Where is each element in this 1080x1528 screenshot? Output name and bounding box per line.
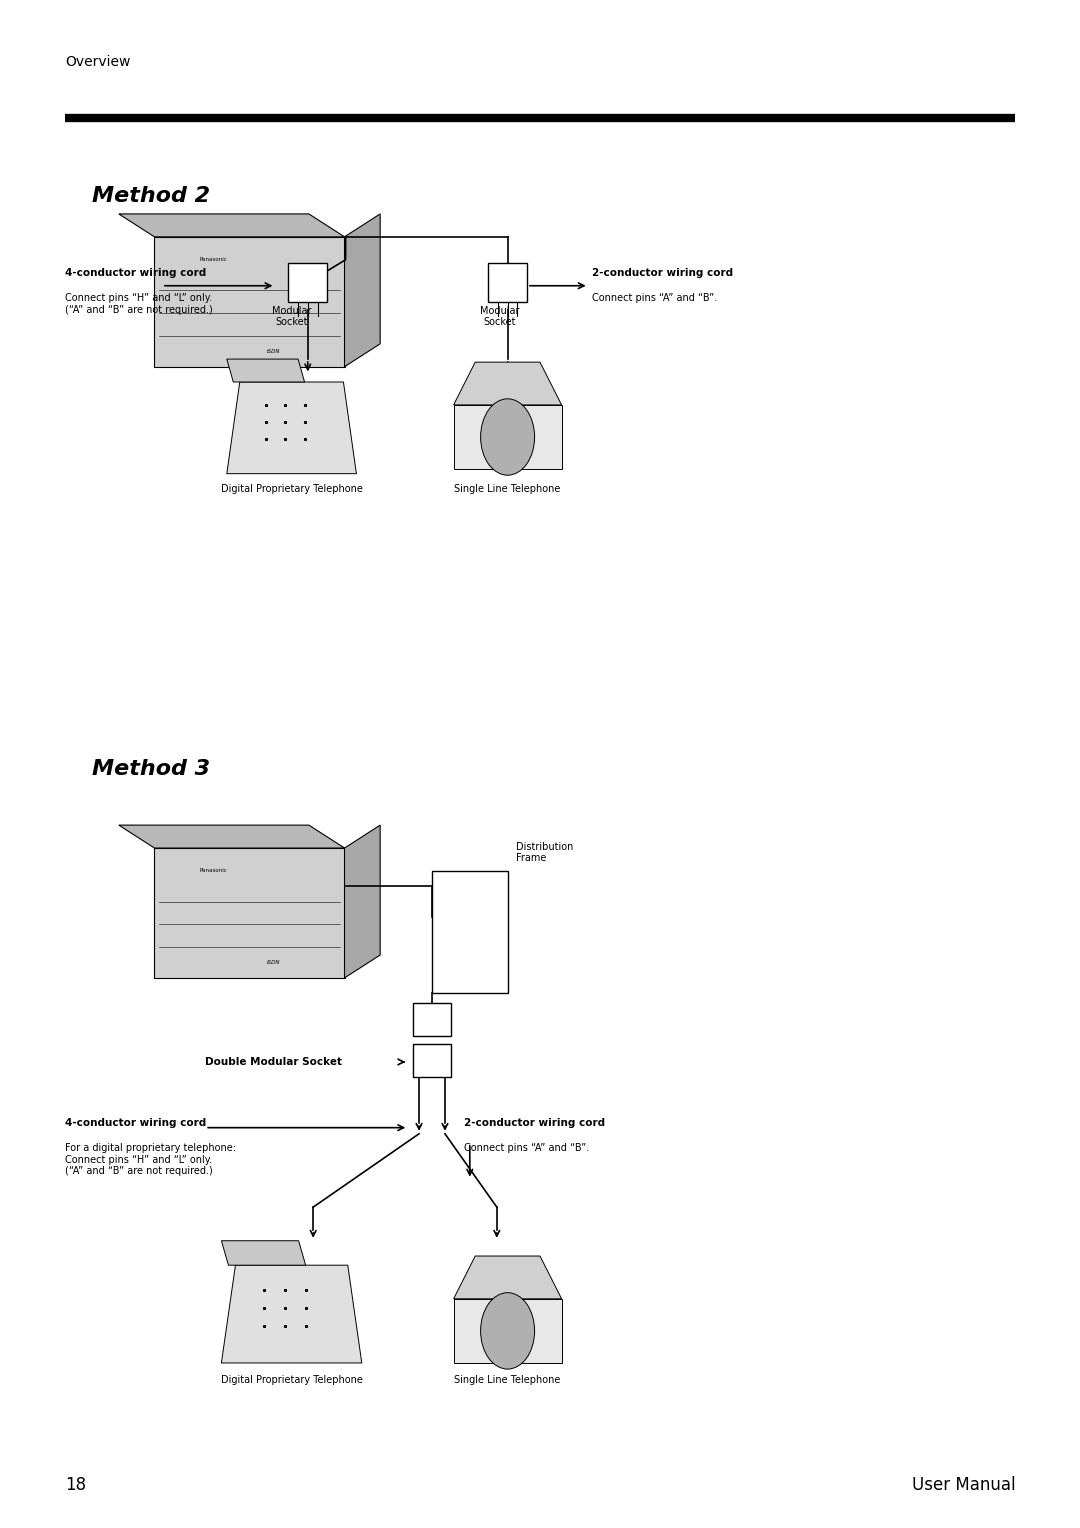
Text: Connect pins “A” and “B”.: Connect pins “A” and “B”. (464, 1143, 590, 1154)
Text: 2-conductor wiring cord: 2-conductor wiring cord (464, 1117, 606, 1128)
Text: ISDN: ISDN (267, 960, 280, 966)
Text: Digital Proprietary Telephone: Digital Proprietary Telephone (220, 1375, 363, 1386)
Text: Modular
Socket: Modular Socket (272, 306, 311, 327)
FancyBboxPatch shape (454, 1299, 562, 1363)
Circle shape (481, 399, 535, 475)
Text: Method 2: Method 2 (92, 186, 210, 206)
Text: Connect pins “A” and “B”.: Connect pins “A” and “B”. (592, 293, 717, 304)
Polygon shape (221, 1241, 306, 1265)
Polygon shape (345, 825, 380, 978)
FancyBboxPatch shape (413, 1002, 451, 1036)
Text: Digital Proprietary Telephone: Digital Proprietary Telephone (220, 484, 363, 495)
Text: Single Line Telephone: Single Line Telephone (455, 484, 561, 495)
Polygon shape (221, 1265, 362, 1363)
FancyBboxPatch shape (488, 263, 527, 303)
Polygon shape (345, 214, 380, 367)
Text: Single Line Telephone: Single Line Telephone (455, 1375, 561, 1386)
Text: User Manual: User Manual (912, 1476, 1015, 1494)
Text: Panasonic: Panasonic (200, 868, 228, 874)
Text: Method 3: Method 3 (92, 759, 210, 779)
Text: Modular
Socket: Modular Socket (481, 306, 519, 327)
Polygon shape (154, 848, 345, 978)
Text: Panasonic: Panasonic (200, 257, 228, 263)
Text: Double Modular Socket: Double Modular Socket (205, 1057, 342, 1067)
Polygon shape (227, 359, 305, 382)
Text: 2-conductor wiring cord: 2-conductor wiring cord (592, 267, 733, 278)
Text: 18: 18 (65, 1476, 86, 1494)
Polygon shape (454, 1256, 562, 1299)
FancyBboxPatch shape (454, 405, 562, 469)
Text: ISDN: ISDN (267, 348, 280, 354)
Polygon shape (119, 825, 345, 848)
Circle shape (481, 1293, 535, 1369)
Text: For a digital proprietary telephone:
Connect pins “H” and “L” only.
(“A” and “B”: For a digital proprietary telephone: Con… (65, 1143, 235, 1177)
Text: Distribution
Frame: Distribution Frame (516, 842, 573, 863)
FancyBboxPatch shape (432, 871, 508, 993)
FancyBboxPatch shape (288, 263, 327, 303)
Polygon shape (454, 362, 562, 405)
Text: 4-conductor wiring cord: 4-conductor wiring cord (65, 267, 206, 278)
Text: 4-conductor wiring cord: 4-conductor wiring cord (65, 1117, 206, 1128)
Polygon shape (227, 382, 356, 474)
Polygon shape (154, 237, 345, 367)
FancyBboxPatch shape (413, 1044, 451, 1077)
Text: Connect pins “H” and “L” only.
(“A” and “B” are not required.): Connect pins “H” and “L” only. (“A” and … (65, 293, 213, 315)
Polygon shape (119, 214, 345, 237)
Text: Overview: Overview (65, 55, 131, 69)
